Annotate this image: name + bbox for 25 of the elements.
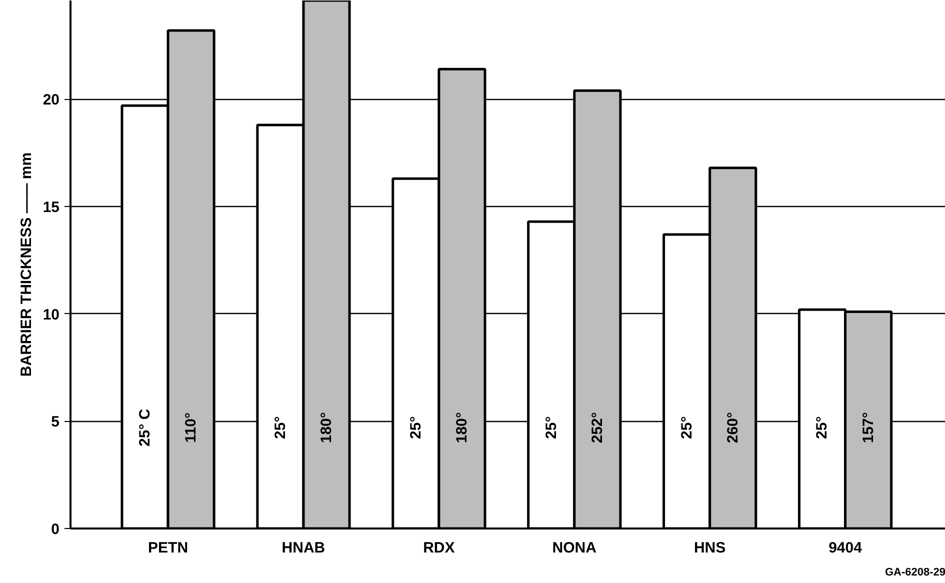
annotation: 157° <box>860 412 877 444</box>
x-tick-label: HNAB <box>282 540 326 556</box>
annotation: 252° <box>588 412 606 444</box>
x-tick-label: HNS <box>694 540 726 556</box>
y-tick-label: 20 <box>42 92 60 109</box>
text: GA-6208-29 <box>884 566 945 578</box>
x-tick-label: RDX <box>423 540 455 556</box>
y-axis-title: BARRIER THICKNESS —— mm <box>18 152 35 377</box>
annotation: 25° <box>272 416 289 439</box>
annotation: 25° <box>678 416 696 439</box>
y-tick-label: 10 <box>42 306 60 324</box>
annotation: 25° <box>407 416 424 439</box>
y-tick-label: 5 <box>51 414 60 431</box>
annotation: 180° <box>453 412 470 444</box>
annotation: 25° <box>814 416 831 439</box>
x-tick-label: PETN <box>148 540 188 556</box>
y-tick-label: 0 <box>51 521 60 538</box>
annotation: 110° <box>182 412 200 443</box>
annotation: 25° C <box>136 408 154 446</box>
annotation: 180° <box>318 412 335 444</box>
annotation: 25° <box>542 416 560 439</box>
x-tick-label: NONA <box>552 540 597 556</box>
annotation: 260° <box>724 412 742 444</box>
y-tick-label: 15 <box>42 199 60 216</box>
x-tick-label: 9404 <box>828 540 863 556</box>
